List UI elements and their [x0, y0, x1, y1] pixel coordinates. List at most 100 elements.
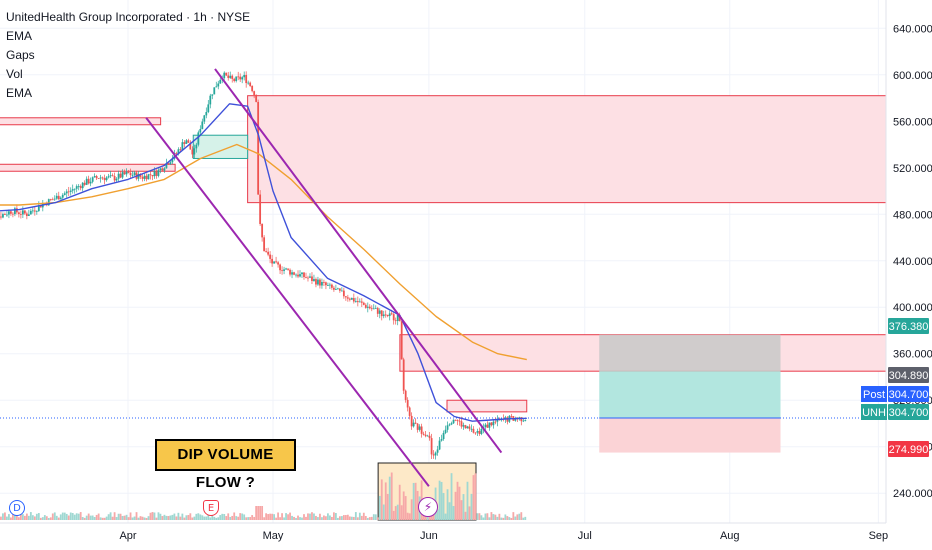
price-tag-label-bg-2 [861, 386, 887, 402]
volume-bar-77 [137, 517, 140, 520]
candle-body-118 [219, 79, 222, 84]
candle-body-210 [402, 359, 405, 391]
candle-body-72 [127, 171, 130, 173]
volume-bar-217 [416, 490, 419, 520]
candle-body-24 [31, 210, 34, 212]
volume-bar-62 [107, 514, 110, 520]
candle-body-164 [311, 276, 313, 281]
legend-title[interactable]: UnitedHealth Group Incorporated · 1h · N… [6, 10, 251, 24]
candle-body-90 [163, 168, 166, 171]
volume-bar-92 [167, 516, 170, 520]
candle-body-17 [17, 212, 20, 215]
volume-bar-188 [358, 512, 361, 520]
candle-body-23 [29, 210, 32, 215]
candle-body-150 [283, 269, 285, 271]
legend-vol[interactable]: Vol [6, 67, 23, 81]
candle-body-235 [452, 419, 455, 424]
supply-zone-0 [247, 95, 887, 204]
volume-bar-78 [139, 516, 142, 520]
volume-bar-47 [77, 513, 80, 520]
volume-bar-195 [372, 514, 375, 520]
earnings-icon[interactable]: E [203, 500, 219, 516]
candle-body-22 [27, 214, 30, 217]
volume-bar-82 [147, 516, 150, 520]
candle-body-100 [183, 142, 186, 144]
volume-bar-216 [414, 482, 417, 520]
volume-bar-124 [231, 515, 234, 520]
candle-body-42 [67, 191, 70, 193]
legend-ema-1[interactable]: EMA [6, 29, 33, 43]
candle-body-131 [245, 74, 248, 84]
candle-body-139 [261, 223, 264, 238]
volume-bar-169 [321, 517, 323, 520]
candle-body-48 [79, 186, 82, 189]
candle-body-41 [65, 191, 68, 194]
dip-volume-callout[interactable]: DIP VOLUME FLOW ? [155, 439, 296, 491]
x-axis: Apr May Jun Jul Aug Sep [0, 522, 888, 542]
volume-bar-21 [25, 513, 28, 520]
candle-body-256 [494, 421, 497, 423]
candle-body-230 [442, 432, 445, 440]
candle-body-122 [227, 75, 230, 78]
volume-bar-105 [193, 516, 196, 520]
volume-bar-231 [444, 513, 447, 520]
volume-bar-167 [317, 517, 319, 520]
volume-bar-252 [486, 513, 489, 520]
volume-bar-96 [175, 516, 178, 520]
volume-bar-70 [123, 515, 126, 520]
legend-gaps[interactable]: Gaps [6, 48, 35, 62]
candle-body-199 [380, 310, 383, 317]
volume-bar-147 [277, 512, 279, 520]
candle-body-196 [374, 308, 377, 309]
volume-bar-11 [6, 516, 8, 520]
candle-body-68 [119, 173, 122, 178]
candle-body-209 [400, 321, 403, 360]
candle-body-66 [115, 178, 118, 181]
candle-body-28 [39, 205, 42, 208]
candle-body-112 [207, 104, 210, 113]
supply-zone-2 [446, 399, 528, 413]
candle-body-125 [233, 78, 236, 82]
volume-bar-115 [213, 516, 216, 520]
volume-bar-93 [169, 515, 172, 520]
candle-body-116 [215, 86, 218, 88]
candle-body-73 [129, 172, 132, 176]
candle-body-132 [247, 82, 250, 84]
bolt-icon[interactable]: ⚡ [418, 497, 438, 517]
candle-body-149 [281, 270, 283, 272]
candle-body-198 [378, 310, 381, 314]
candle-body-69 [121, 172, 124, 178]
candle-body-187 [356, 301, 359, 303]
price-tag-label-3: UNH [862, 407, 886, 419]
volume-bar-122 [227, 513, 230, 520]
volume-bar-175 [333, 512, 335, 520]
volume-bar-63 [109, 512, 112, 520]
candle-body-203 [388, 313, 391, 317]
candle-body-79 [141, 176, 144, 179]
volume-bar-157 [297, 515, 299, 520]
volume-bar-102 [187, 515, 190, 520]
candle-body-190 [362, 302, 365, 305]
volume-bar-99 [181, 513, 184, 520]
volume-bar-148 [279, 517, 281, 520]
candle-body-228 [438, 440, 441, 450]
price-tag-bg-3 [888, 404, 929, 420]
volume-bar-79 [141, 516, 144, 520]
price-tag-value-3: 304.700 [889, 407, 929, 419]
position-stop [599, 418, 781, 453]
candle-body-113 [209, 95, 212, 105]
volume-bar-35 [53, 512, 56, 520]
price-tag-value-1: 304.890 [889, 370, 929, 382]
volume-bar-263 [508, 517, 511, 520]
volume-bar-166 [315, 515, 317, 520]
volume-bar-118 [219, 515, 222, 520]
candle-body-234 [450, 423, 453, 425]
candle-body-124 [231, 75, 234, 79]
dividend-icon[interactable]: D [9, 500, 25, 516]
legend-ema-2[interactable]: EMA [6, 86, 33, 100]
candle-body-102 [187, 140, 190, 143]
candle-body-152 [287, 268, 289, 270]
candle-body-237 [456, 420, 459, 421]
candle-body-182 [346, 297, 349, 299]
